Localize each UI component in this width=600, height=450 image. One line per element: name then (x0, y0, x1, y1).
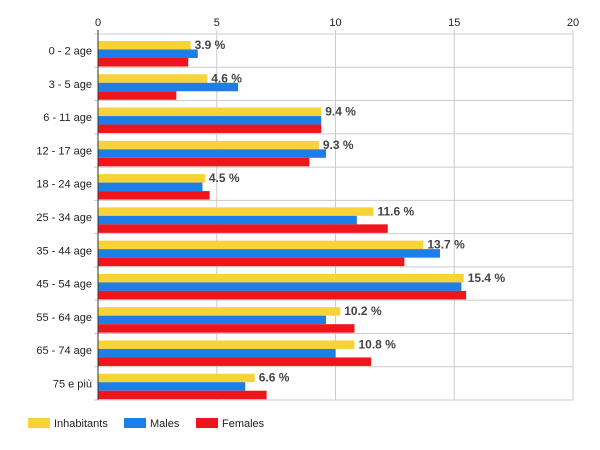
x-tick-label: 15 (448, 17, 460, 29)
gridlines (94, 30, 574, 401)
bar-males (98, 348, 336, 358)
bar-females (98, 290, 467, 300)
bar-inhabitants (98, 41, 191, 50)
legend-label: Inhabitants (54, 418, 108, 430)
bar-inhabitants (98, 373, 255, 383)
category-label: 18 - 24 age (36, 179, 92, 191)
data-label: 6.6 % (259, 371, 290, 385)
category-label: 75 e più (53, 378, 92, 390)
bar-females (98, 157, 310, 167)
data-label: 4.5 % (209, 171, 240, 185)
legend: Inhabitants Males Females (28, 418, 265, 430)
bar-inhabitants (98, 140, 319, 150)
bar-females (98, 58, 189, 67)
bar-females (98, 124, 322, 134)
x-tick-label: 10 (329, 17, 341, 29)
category-label: 45 - 54 age (36, 279, 92, 291)
data-label: 9.4 % (325, 105, 356, 119)
bar-inhabitants (98, 74, 208, 83)
bar-males (98, 149, 326, 158)
bar-males (98, 116, 322, 125)
x-tick-label: 20 (567, 17, 579, 29)
category-label: 12 - 17 age (36, 145, 92, 157)
bar-inhabitants (98, 340, 355, 349)
category-label: 55 - 64 age (36, 312, 92, 324)
bar-males (98, 249, 440, 258)
bar-inhabitants (98, 273, 464, 283)
x-tick-label: 0 (95, 17, 101, 29)
bar-males (98, 315, 326, 325)
legend-label: Females (222, 418, 265, 430)
category-label: 35 - 44 age (36, 245, 92, 257)
data-label: 11.6 % (378, 204, 415, 218)
bar-females (98, 390, 267, 400)
data-label: 9.3 % (323, 138, 354, 152)
bars (98, 41, 467, 400)
category-label: 0 - 2 age (49, 46, 92, 58)
bar-inhabitants (98, 174, 205, 183)
bar-females (98, 224, 388, 233)
legend-label: Males (150, 418, 180, 430)
bar-males (98, 215, 357, 225)
category-label: 25 - 34 age (36, 212, 92, 224)
bar-inhabitants (98, 107, 322, 117)
bar-males (98, 49, 198, 58)
bar-males (98, 182, 203, 192)
legend-swatch-males (124, 418, 146, 428)
bar-males (98, 282, 462, 291)
bar-inhabitants (98, 240, 424, 250)
category-label: 6 - 11 age (43, 112, 92, 124)
bar-males (98, 82, 239, 92)
bar-females (98, 257, 405, 267)
bar-females (98, 191, 210, 200)
x-tick-label: 5 (214, 17, 220, 29)
data-labels: 3.9 % 4.6 % 9.4 % 9.3 % 4.5 % 11.6 % 13.7 % 15.… (195, 38, 506, 385)
axes: 0 5 10 15 20 0 - 2 age 3 - 5 age 6 - 11 age 12 -… (36, 17, 579, 400)
bar-inhabitants (98, 307, 341, 316)
bar-females (98, 357, 372, 366)
data-label: 15.4 % (468, 271, 506, 285)
data-label: 4.6 % (211, 71, 242, 85)
data-label: 10.2 % (344, 304, 382, 318)
category-label: 65 - 74 age (36, 345, 92, 357)
data-label: 13.7 % (427, 238, 465, 252)
legend-swatch-females (196, 418, 218, 428)
data-label: 3.9 % (195, 38, 226, 52)
category-label: 3 - 5 age (49, 79, 92, 91)
legend-swatch-inhabitants (28, 418, 50, 428)
data-label: 10.8 % (359, 337, 397, 351)
bar-inhabitants (98, 207, 374, 216)
bar-males (98, 382, 246, 391)
bar-females (98, 324, 355, 333)
bar-females (98, 91, 177, 100)
